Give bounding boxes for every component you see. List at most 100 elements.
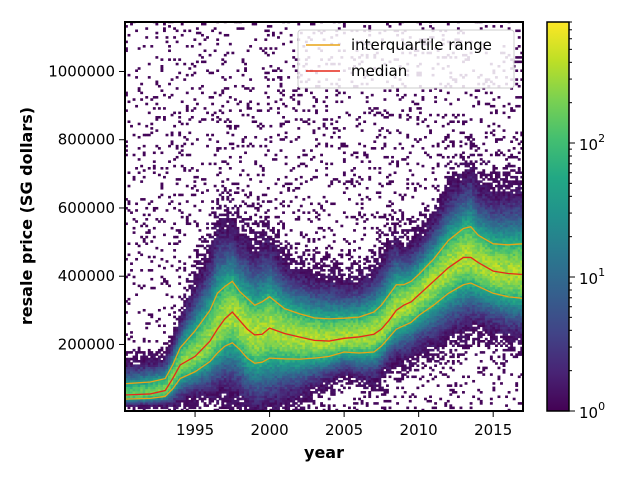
heatmap-cell (203, 286, 207, 290)
heatmap-cell (299, 324, 303, 328)
heatmap-cell (208, 271, 212, 274)
heatmap-cell (206, 273, 209, 277)
heatmap-cell (289, 257, 293, 261)
heatmap-cell (203, 395, 207, 399)
heatmap-cell (246, 113, 250, 117)
heatmap-cell (185, 393, 189, 396)
heatmap-cell (140, 253, 144, 257)
heatmap-cell (249, 375, 253, 379)
heatmap-cell (216, 240, 220, 243)
heatmap-cell (271, 242, 275, 245)
heatmap-cell (188, 393, 192, 396)
heatmap-cell (259, 406, 263, 410)
heatmap-cell (137, 244, 141, 248)
heatmap-cell (282, 368, 285, 372)
heatmap-cell (178, 357, 182, 361)
heatmap-cell (279, 300, 283, 303)
heatmap-cell (216, 377, 220, 381)
heatmap-cell (226, 373, 230, 376)
heatmap-cell (271, 31, 275, 35)
heatmap-cell (221, 322, 225, 325)
heatmap-cell (256, 373, 260, 376)
heatmap-cell (241, 373, 245, 376)
heatmap-cell (249, 408, 253, 411)
heatmap-cell (249, 142, 253, 146)
heatmap-cell (241, 200, 245, 203)
heatmap-cell (127, 391, 131, 394)
heatmap-cell (190, 375, 194, 379)
heatmap-cell (259, 255, 263, 259)
heatmap-cell (213, 111, 217, 115)
heatmap-cell (289, 328, 293, 332)
heatmap-cell (142, 175, 146, 179)
heatmap-cell (140, 382, 144, 385)
heatmap-cell (211, 291, 215, 294)
heatmap-cell (292, 362, 296, 365)
heatmap-cell (213, 275, 217, 279)
heatmap-cell (132, 379, 136, 383)
heatmap-cell (155, 368, 159, 372)
heatmap-cell (246, 49, 250, 53)
heatmap-cell (175, 366, 179, 370)
heatmap-cell (261, 351, 265, 354)
heatmap-cell (201, 340, 204, 343)
heatmap-cell (287, 251, 291, 254)
heatmap-cell (287, 371, 291, 374)
heatmap-cell (223, 399, 227, 403)
heatmap-cell (233, 333, 237, 336)
heatmap-cell (211, 326, 215, 330)
heatmap-cell (198, 87, 202, 90)
heatmap-cell (284, 322, 288, 325)
heatmap-cell (127, 368, 131, 372)
heatmap-cell (231, 242, 235, 245)
heatmap-cell (170, 395, 174, 399)
heatmap-cell (287, 297, 291, 301)
heatmap-cell (241, 382, 245, 385)
heatmap-cell (249, 297, 253, 301)
heatmap-cell (183, 29, 187, 33)
heatmap-cell (178, 342, 182, 345)
heatmap-cell (140, 399, 144, 403)
heatmap-cell (244, 257, 247, 261)
heatmap-cell (218, 377, 222, 381)
heatmap-cell (236, 311, 240, 314)
heatmap-cell (165, 348, 169, 352)
heatmap-cell (211, 235, 215, 239)
heatmap-cell (284, 302, 288, 305)
heatmap-cell (152, 171, 156, 175)
heatmap-cell (180, 333, 184, 336)
heatmap-cell (195, 371, 199, 374)
heatmap-cell (152, 382, 156, 385)
heatmap-cell (201, 382, 204, 385)
heatmap-cell (239, 377, 242, 381)
heatmap-cell (216, 375, 220, 379)
heatmap-cell (239, 251, 242, 254)
heatmap-cell (292, 313, 296, 316)
heatmap-cell (239, 275, 242, 279)
heatmap-cell (233, 391, 237, 394)
heatmap-cell (193, 311, 197, 314)
heatmap-cell (251, 402, 255, 405)
heatmap-cell (132, 218, 136, 221)
heatmap-cell (254, 222, 258, 226)
heatmap-cell (271, 382, 275, 385)
heatmap-cell (188, 320, 192, 323)
heatmap-cell (294, 397, 298, 401)
heatmap-cell (244, 284, 247, 288)
heatmap-cell (125, 353, 128, 356)
heatmap-cell (271, 359, 275, 363)
heatmap-cell (299, 377, 303, 381)
heatmap-cell (165, 359, 169, 363)
heatmap-cell (284, 331, 288, 334)
heatmap-cell (264, 408, 268, 411)
heatmap-cell (256, 362, 260, 365)
heatmap-cell (287, 355, 291, 359)
heatmap-cell (165, 406, 169, 410)
heatmap-cell (218, 322, 222, 325)
heatmap-cell (203, 404, 207, 407)
heatmap-cell (188, 371, 192, 374)
heatmap-cell (208, 306, 212, 310)
heatmap-cell (142, 45, 146, 48)
heatmap-cell (213, 91, 217, 95)
heatmap-cell (188, 342, 192, 345)
